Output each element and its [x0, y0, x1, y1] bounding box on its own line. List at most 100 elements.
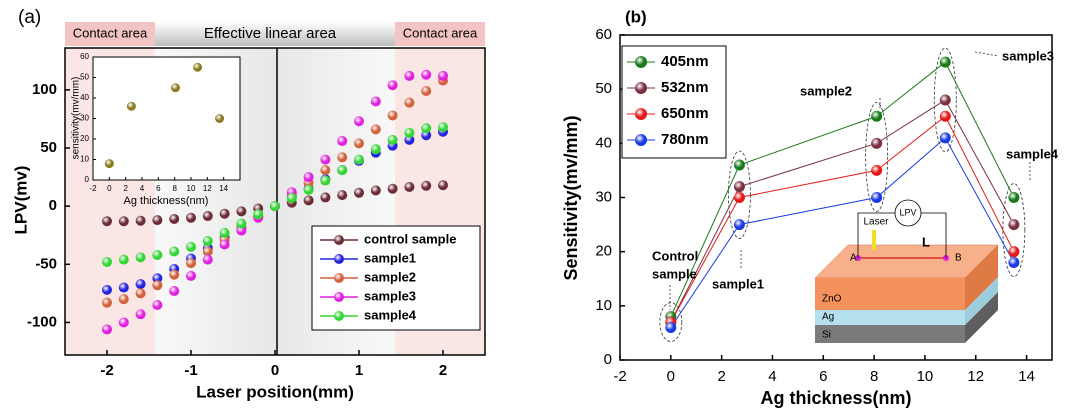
inset-x-label: Ag thickness(nm)	[124, 195, 209, 207]
wire	[921, 212, 947, 258]
legend-label: 650nm	[661, 105, 709, 122]
inset-y-label: sensitivity(mv/mm)	[71, 77, 82, 160]
data-point	[118, 282, 129, 293]
y-tick-label: 20	[595, 243, 612, 260]
data-point	[871, 192, 883, 203]
data-point	[387, 110, 398, 121]
data-point	[169, 286, 180, 297]
data-point	[219, 239, 230, 250]
inset-point	[104, 159, 114, 169]
data-point	[871, 164, 883, 176]
data-point	[337, 136, 348, 147]
data-point	[370, 96, 381, 107]
data-point	[939, 94, 951, 106]
data-point	[219, 208, 230, 219]
x-tick-label: 10	[917, 368, 934, 385]
group-ellipse	[728, 150, 751, 239]
data-point	[421, 180, 432, 191]
region-label: Contact area	[403, 25, 478, 40]
data-point	[286, 193, 297, 204]
group-ellipse	[865, 101, 889, 212]
panel-label: (a)	[18, 7, 41, 28]
data-point	[303, 195, 314, 206]
si-side	[965, 292, 998, 343]
linear-area-band	[155, 22, 395, 46]
y-tick-label: 0	[49, 197, 57, 214]
x-tick-label: 0	[667, 368, 675, 385]
annotation: sample	[652, 266, 697, 281]
data-point	[354, 138, 364, 149]
x-tick-label: -2	[89, 184, 97, 193]
data-point	[152, 273, 163, 284]
data-point	[387, 134, 398, 145]
data-point	[665, 322, 677, 333]
data-point	[733, 181, 745, 193]
annotation: sample1	[712, 276, 764, 291]
x-tick-label: 2	[439, 362, 447, 379]
y-tick-label: 0	[604, 351, 612, 368]
data-point	[169, 246, 180, 257]
x-tick-label: 12	[203, 184, 212, 193]
data-point	[404, 181, 415, 192]
inset-point	[215, 114, 225, 123]
schematic-label: Laser	[863, 217, 889, 228]
ag-side	[965, 277, 998, 325]
x-tick-label: 2	[123, 184, 128, 193]
data-point	[253, 209, 264, 220]
y-tick-label: 60	[595, 26, 612, 43]
y-axis-label: LPV(mv)	[11, 166, 30, 235]
data-point	[152, 249, 163, 260]
x-axis-label: Ag thickness(nm)	[760, 388, 911, 408]
legend-label: sample4	[364, 307, 417, 322]
inset-point	[170, 83, 180, 93]
y-tick-label: 100	[32, 81, 57, 98]
data-point	[871, 110, 883, 122]
legend-label: sample3	[364, 288, 416, 303]
y-tick-label: 0	[85, 175, 90, 184]
x-tick-label: 2	[717, 368, 725, 385]
data-point	[169, 269, 180, 280]
data-point	[421, 123, 432, 134]
schematic-label: LPV	[899, 207, 916, 217]
schematic-label: Si	[822, 330, 831, 341]
legend-marker	[635, 56, 647, 68]
x-tick-label: 6	[819, 368, 827, 385]
data-point	[236, 206, 247, 217]
wire	[857, 212, 895, 258]
legend-marker	[334, 311, 344, 321]
data-point	[135, 215, 146, 226]
y-tick-label: -100	[27, 313, 57, 330]
y-axis-label: Sensitivity(mv/mm)	[561, 115, 581, 280]
data-point	[152, 215, 163, 226]
annotation: sample3	[1002, 48, 1054, 63]
data-point	[438, 122, 448, 133]
panel-label: (b)	[625, 7, 647, 26]
data-point	[421, 69, 432, 80]
data-point	[733, 219, 745, 231]
data-point	[118, 254, 129, 265]
data-point	[102, 216, 112, 227]
data-point	[135, 288, 146, 299]
data-point	[733, 159, 745, 171]
data-point	[320, 165, 331, 176]
region-label: Effective linear area	[204, 25, 337, 42]
legend-marker	[334, 235, 344, 245]
y-tick-label: -50	[35, 255, 57, 272]
x-tick-label: 4	[768, 368, 776, 385]
data-point	[236, 218, 247, 229]
y-tick-label: 40	[595, 134, 612, 151]
data-point	[219, 227, 230, 238]
lpv-meter	[894, 199, 922, 227]
data-point	[303, 184, 314, 195]
si-layer	[815, 325, 965, 343]
data-point	[102, 256, 112, 267]
legend-label: 532nm	[661, 79, 709, 96]
data-point	[337, 165, 348, 176]
legend-label: sample1	[364, 250, 416, 265]
x-tick-label: 0	[271, 362, 279, 379]
region-label: Contact area	[73, 25, 148, 40]
y-tick-label: 20	[80, 134, 89, 143]
data-point	[102, 284, 112, 295]
data-point	[370, 144, 381, 155]
